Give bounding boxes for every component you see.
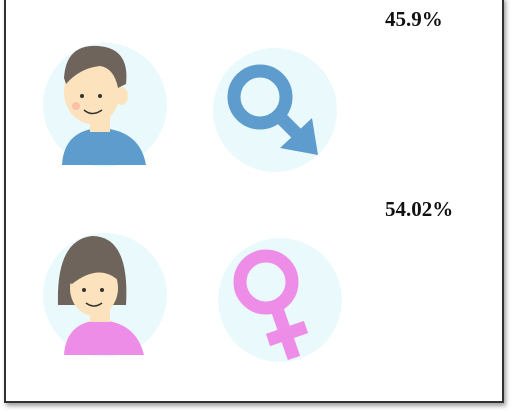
male-percent: 45.9% — [385, 7, 443, 31]
male-avatar — [43, 43, 167, 167]
page: 45.9% 54.02% (() => { const data = JSON.… — [0, 0, 512, 414]
female-avatar — [43, 233, 167, 357]
male-symbol — [213, 48, 337, 172]
female-percent: 54.02% — [385, 197, 453, 221]
female-symbol — [218, 238, 342, 362]
infographic: 45.9% 54.02% — [0, 0, 512, 414]
